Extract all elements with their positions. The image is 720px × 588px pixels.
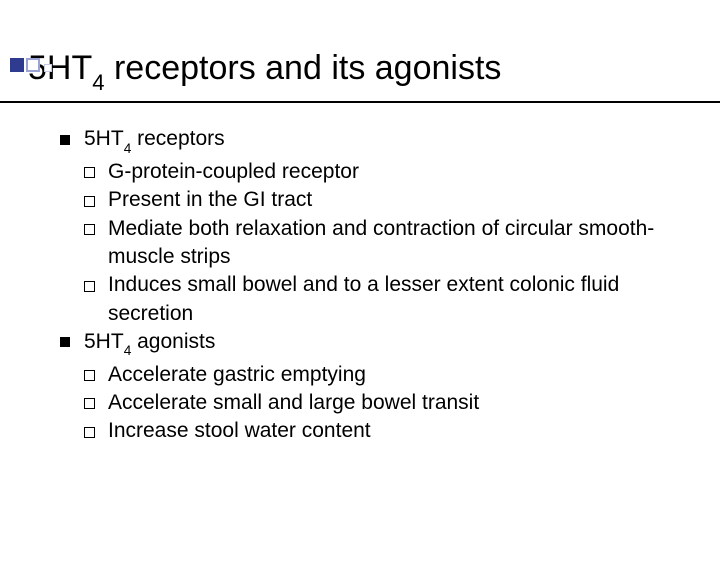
section-heading-sub: 4 <box>124 343 132 358</box>
section-heading-pre: 5HT <box>84 330 124 353</box>
section-heading-post: agonists <box>131 330 215 353</box>
bullet-item: Accelerate gastric emptying <box>84 361 680 389</box>
section-heading-sub: 4 <box>124 141 132 156</box>
bullet-item: Induces small bowel and to a lesser exte… <box>84 271 680 328</box>
bullet-item: Mediate both relaxation and contraction … <box>84 215 680 272</box>
section-heading-post: receptors <box>131 127 224 150</box>
section-heading: 5HT4 receptors <box>60 125 680 156</box>
slide-title: 5HT4 receptors and its agonists <box>28 48 692 93</box>
bullet-text: G-protein-coupled receptor <box>108 160 359 183</box>
bullet-text: Induces small bowel and to a lesser exte… <box>108 273 619 324</box>
title-subscript: 4 <box>92 70 104 95</box>
content-area: 5HT4 receptors G-protein-coupled recepto… <box>0 103 720 445</box>
bullet-text: Mediate both relaxation and contraction … <box>108 217 654 268</box>
section-heading-pre: 5HT <box>84 127 124 150</box>
bullet-item: Present in the GI tract <box>84 186 680 214</box>
deco-square-small <box>44 64 52 72</box>
bullet-item: Increase stool water content <box>84 417 680 445</box>
title-text-post: receptors and its agonists <box>105 49 502 87</box>
deco-square-solid <box>10 58 24 72</box>
title-container: 5HT4 receptors and its agonists <box>0 48 720 103</box>
bullet-text: Increase stool water content <box>108 419 371 442</box>
bullet-text: Accelerate small and large bowel transit <box>108 391 479 414</box>
bullet-text: Accelerate gastric emptying <box>108 363 366 386</box>
section-heading: 5HT4 agonists <box>60 328 680 359</box>
bullet-item: G-protein-coupled receptor <box>84 158 680 186</box>
bullet-text: Present in the GI tract <box>108 188 312 211</box>
slide-decoration <box>10 58 54 72</box>
deco-square-outline <box>26 58 40 72</box>
bullet-item: Accelerate small and large bowel transit <box>84 389 680 417</box>
